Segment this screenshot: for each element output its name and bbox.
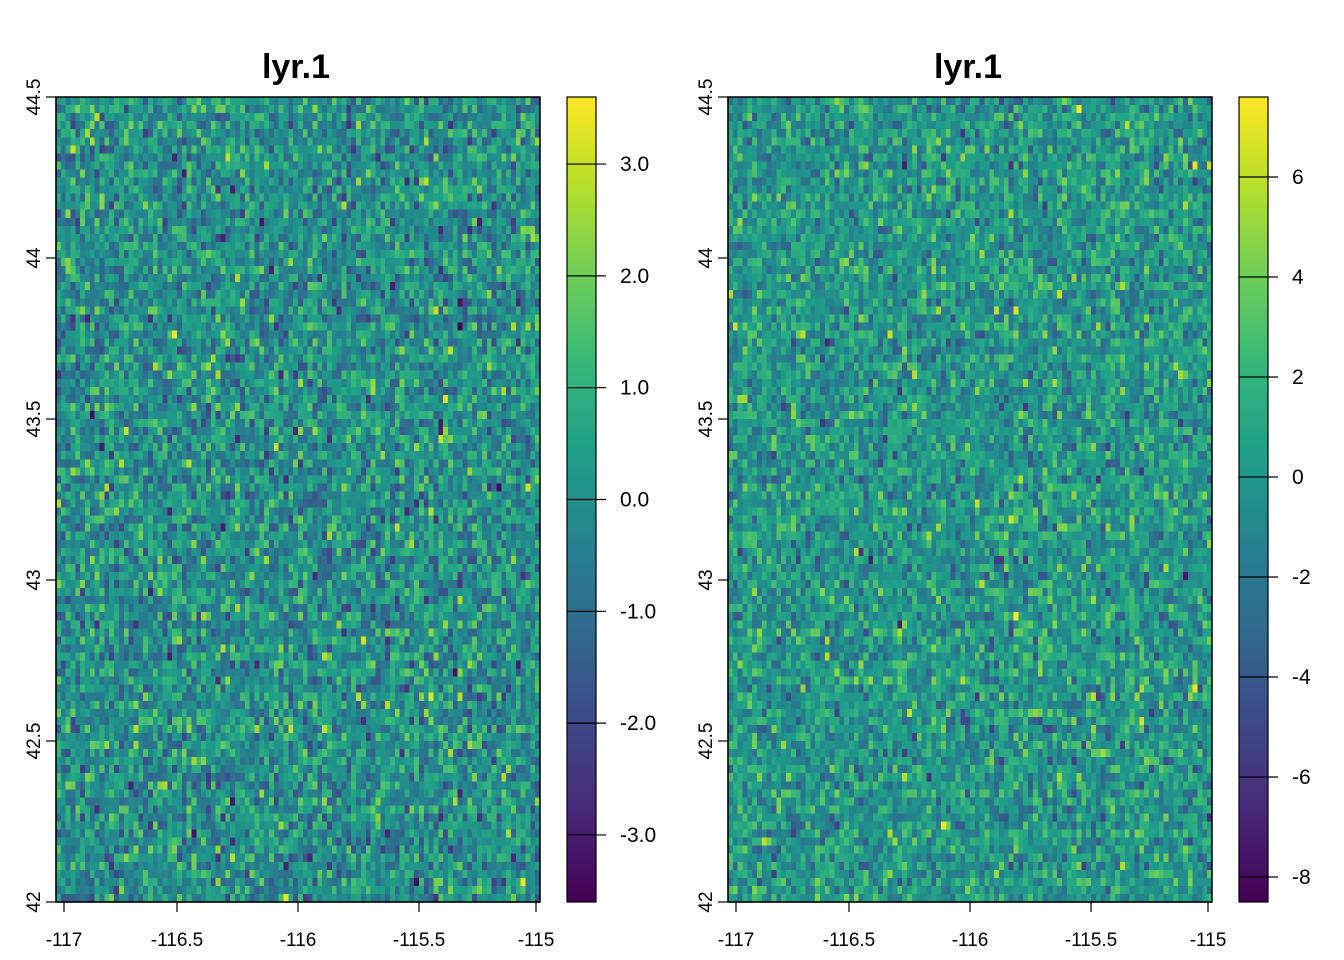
raster-panel-left: lyr.1 -117 -116.5 -116 -115.5 -115 42 42.5 43 43… xyxy=(24,48,656,951)
colorbar-tick-label: -8 xyxy=(1292,866,1311,889)
x-tick-label: -117 xyxy=(718,930,755,951)
colorbar-tick-label: 0.0 xyxy=(620,489,649,512)
colorbar-tick-label: -6 xyxy=(1292,766,1311,789)
axes: -117 -116.5 -116 -115.5 -115 42 42.5 43 43.5 44 44… xyxy=(696,79,1226,951)
raster-grid xyxy=(56,97,540,902)
y-tick-label: 43 xyxy=(696,569,717,590)
colorbar-tick-label: 0 xyxy=(1292,466,1304,489)
colorbar-tick-label: 2.0 xyxy=(620,265,649,288)
x-tick-label: -116.5 xyxy=(151,930,203,951)
raster-cells xyxy=(56,97,540,902)
colorbar-tick-label: -4 xyxy=(1292,666,1311,689)
raster-cells xyxy=(728,97,1212,902)
y-tick-label: 44 xyxy=(696,247,717,269)
x-tick-label: -117 xyxy=(46,930,83,951)
colorbar-ramp xyxy=(1238,96,1269,903)
y-tick-label: 43.5 xyxy=(24,401,45,438)
x-tick-label: -115 xyxy=(518,930,555,951)
raster-panel-right: lyr.1 -117 -116.5 -116 -115.5 -1154242.54343… xyxy=(696,48,1311,951)
colorbar-tick-label: -2 xyxy=(1292,566,1311,589)
y-tick-label: 43.5 xyxy=(696,401,717,438)
x-tick-label: -116 xyxy=(280,930,317,951)
y-tick-label: 43 xyxy=(24,569,45,590)
colorbar-tick-label: 3.0 xyxy=(620,153,649,176)
y-tick-label: 44 xyxy=(24,247,45,269)
colorbar: 6 4 2 0 -2 -4 -6 -8 xyxy=(1238,96,1311,903)
colorbar: 3.0 2.0 1.0 0.0 -1.0 -2.0 -3.0 xyxy=(566,96,656,903)
x-tick-label: -116.5 xyxy=(823,930,875,951)
y-tick-label: 42 xyxy=(24,891,45,912)
y-tick-label: 44.5 xyxy=(24,79,45,116)
panel-title: lyr.1 xyxy=(934,48,1002,86)
colorbar-tick-label: -2.0 xyxy=(620,712,656,735)
panel-title: lyr.1 xyxy=(262,48,330,86)
colorbar-tick-label: -1.0 xyxy=(620,600,656,623)
y-tick-label: 42.5 xyxy=(24,723,45,760)
y-tick-label: 42.5 xyxy=(696,723,717,760)
colorbar-tick-label: 2 xyxy=(1292,366,1304,389)
axes: -117 -116.5 -116 -115.5 -115 42 42.5 43 43.5 44 44… xyxy=(24,79,554,951)
colorbar-tick-label: 4 xyxy=(1292,266,1304,289)
colorbar-tick-label: -3.0 xyxy=(620,824,656,847)
x-tick-label: -115.5 xyxy=(1065,930,1117,951)
raster-grid xyxy=(728,97,1212,902)
colorbar-tick-label: 6 xyxy=(1292,166,1304,189)
y-tick-label: 42 xyxy=(696,891,717,912)
y-tick-label: 44.5 xyxy=(696,79,717,116)
x-tick-label: -115.5 xyxy=(393,930,445,951)
colorbar-tick-label: 1.0 xyxy=(620,377,649,400)
x-tick-label: -115 xyxy=(1190,930,1227,951)
x-tick-label: -116 xyxy=(952,930,989,951)
